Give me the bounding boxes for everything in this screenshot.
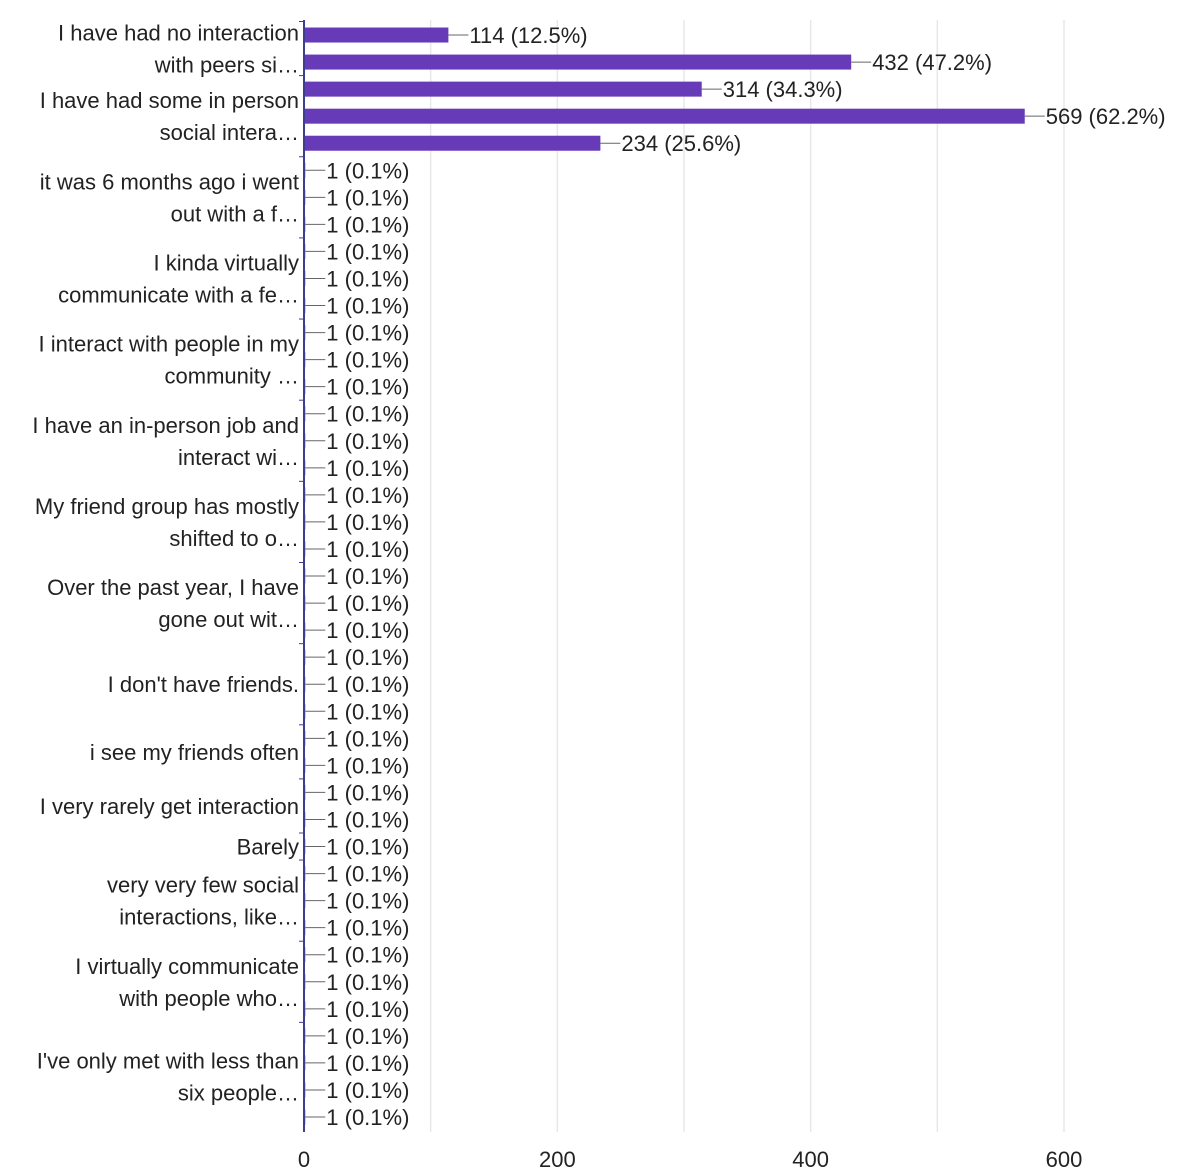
category-label: My friend group has mostly [35, 494, 299, 519]
category-label: with people who… [118, 986, 299, 1011]
category-label: i see my friends often [90, 740, 299, 765]
value-label: 1 (0.1%) [326, 185, 409, 210]
value-label: 1 (0.1%) [326, 1024, 409, 1049]
x-tick-labels: 0 200 400 600 [298, 1147, 1082, 1170]
category-label: I've only met with less than [37, 1048, 299, 1073]
value-label: 1 (0.1%) [326, 889, 409, 914]
category-label: six people… [178, 1080, 299, 1105]
value-label: 1 (0.1%) [326, 537, 409, 562]
value-label: 1 (0.1%) [326, 618, 409, 643]
value-labels: 114 (12.5%) 432 (47.2%) 314 (34.3%) 569 (62… [305, 23, 1166, 1130]
value-label: 1 (0.1%) [326, 212, 409, 237]
value-label: 1 (0.1%) [326, 375, 409, 400]
value-label: 1 (0.1%) [326, 321, 409, 346]
category-label: shifted to o… [169, 526, 299, 551]
value-label: 1 (0.1%) [326, 753, 409, 778]
category-label: Barely [237, 835, 299, 860]
category-label: interact wi… [178, 445, 299, 470]
category-label: I virtually communicate [75, 954, 299, 979]
category-label: I don't have friends. [108, 672, 299, 697]
value-label: 1 (0.1%) [326, 239, 409, 264]
value-label: 1 (0.1%) [326, 1078, 409, 1103]
category-label: I have had no interaction [58, 21, 299, 46]
bar [304, 81, 702, 97]
category-label: I have an in-person job and [32, 413, 299, 438]
value-label: 1 (0.1%) [326, 835, 409, 860]
value-label: 1 (0.1%) [326, 510, 409, 535]
value-label: 1 (0.1%) [326, 348, 409, 373]
value-label: 1 (0.1%) [326, 997, 409, 1022]
category-labels: I have had no interaction with peers si… I… [32, 21, 299, 1106]
value-label: 1 (0.1%) [326, 780, 409, 805]
category-label: interactions, like… [119, 905, 299, 930]
category-label: I interact with people in my [39, 332, 299, 357]
bar [304, 54, 852, 70]
value-label: 1 (0.1%) [326, 970, 409, 995]
value-label: 1 (0.1%) [326, 645, 409, 670]
value-label: 1 (0.1%) [326, 726, 409, 751]
category-label: social intera… [160, 120, 299, 145]
category-label: I have had some in person [40, 88, 299, 113]
category-label: out with a f… [171, 201, 299, 226]
value-label: 569 (62.2%) [1046, 104, 1166, 129]
value-label: 1 (0.1%) [326, 158, 409, 183]
value-label: 1 (0.1%) [326, 1105, 409, 1130]
value-label: 1 (0.1%) [326, 807, 409, 832]
axes [299, 20, 305, 1132]
x-tick-label: 400 [792, 1147, 829, 1170]
x-tick-label: 600 [1046, 1147, 1083, 1170]
value-label: 1 (0.1%) [326, 916, 409, 941]
bar [304, 27, 449, 43]
bars [304, 27, 1025, 1125]
value-label: 314 (34.3%) [723, 77, 843, 102]
value-label: 1 (0.1%) [326, 483, 409, 508]
value-label: 1 (0.1%) [326, 943, 409, 968]
value-label: 1 (0.1%) [326, 402, 409, 427]
value-label: 1 (0.1%) [326, 266, 409, 291]
value-label: 1 (0.1%) [326, 862, 409, 887]
value-label: 1 (0.1%) [326, 591, 409, 616]
category-label: Over the past year, I have [47, 575, 299, 600]
value-label: 432 (47.2%) [872, 50, 992, 75]
value-label: 1 (0.1%) [326, 429, 409, 454]
category-label: community … [165, 364, 299, 389]
category-label: very very few social [107, 873, 299, 898]
grid-lines [429, 20, 1065, 1132]
value-label: 234 (25.6%) [621, 131, 741, 156]
value-label: 1 (0.1%) [326, 456, 409, 481]
value-label: 1 (0.1%) [326, 1051, 409, 1076]
category-label: I very rarely get interaction [40, 794, 299, 819]
value-label: 1 (0.1%) [326, 294, 409, 319]
category-label: communicate with a fe… [58, 282, 299, 307]
bar [304, 108, 1025, 124]
category-label: gone out wit… [158, 607, 299, 632]
bar [304, 135, 601, 151]
category-label: it was 6 months ago i went [40, 169, 299, 194]
value-label: 1 (0.1%) [326, 672, 409, 697]
category-label: I kinda virtually [153, 250, 299, 275]
x-tick-label: 0 [298, 1147, 310, 1170]
value-label: 1 (0.1%) [326, 699, 409, 724]
category-label: with peers si… [154, 53, 299, 78]
x-tick-label: 200 [539, 1147, 576, 1170]
value-label: 1 (0.1%) [326, 564, 409, 589]
value-label: 114 (12.5%) [469, 23, 587, 48]
